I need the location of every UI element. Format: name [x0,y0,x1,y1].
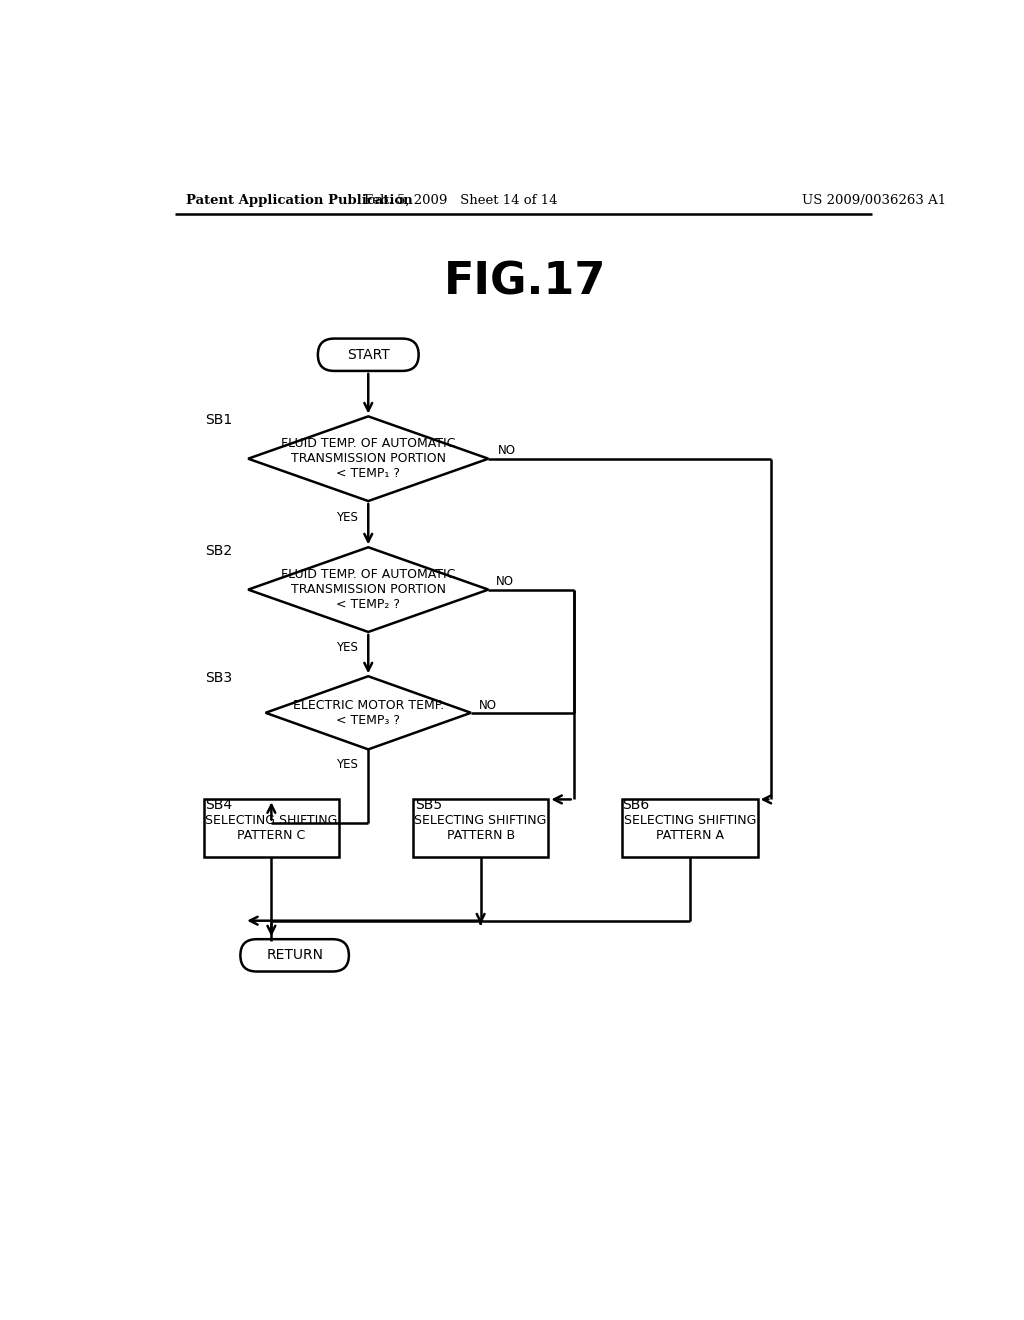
Text: RETURN: RETURN [266,948,324,962]
Text: SB2: SB2 [206,544,232,558]
Text: SB6: SB6 [623,799,649,812]
Text: FLUID TEMP. OF AUTOMATIC
TRANSMISSION PORTION
< TEMP₁ ?: FLUID TEMP. OF AUTOMATIC TRANSMISSION PO… [281,437,456,480]
Polygon shape [248,416,488,502]
Text: START: START [347,347,389,362]
Text: YES: YES [336,511,357,524]
Text: SB5: SB5 [415,799,442,812]
Polygon shape [248,548,488,632]
FancyBboxPatch shape [241,940,349,972]
Text: SB3: SB3 [206,671,232,685]
Polygon shape [265,676,471,750]
Text: SELECTING SHIFTING
PATTERN A: SELECTING SHIFTING PATTERN A [624,814,756,842]
Text: NO: NO [478,698,497,711]
FancyBboxPatch shape [204,800,339,857]
Text: YES: YES [336,642,357,653]
Text: SB1: SB1 [206,413,232,428]
FancyBboxPatch shape [622,800,758,857]
Text: NO: NO [496,576,514,589]
FancyBboxPatch shape [317,339,419,371]
FancyBboxPatch shape [413,800,549,857]
Text: FLUID TEMP. OF AUTOMATIC
TRANSMISSION PORTION
< TEMP₂ ?: FLUID TEMP. OF AUTOMATIC TRANSMISSION PO… [281,568,456,611]
Text: FIG.17: FIG.17 [443,260,606,304]
Text: SELECTING SHIFTING
PATTERN C: SELECTING SHIFTING PATTERN C [205,814,338,842]
Text: NO: NO [498,445,516,458]
Text: SB4: SB4 [206,799,232,812]
Text: US 2009/0036263 A1: US 2009/0036263 A1 [802,194,946,207]
Text: Feb. 5, 2009   Sheet 14 of 14: Feb. 5, 2009 Sheet 14 of 14 [365,194,558,207]
Text: ELECTRIC MOTOR TEMP.
< TEMP₃ ?: ELECTRIC MOTOR TEMP. < TEMP₃ ? [293,698,443,727]
Text: YES: YES [336,758,357,771]
Text: Patent Application Publication: Patent Application Publication [186,194,413,207]
Text: SELECTING SHIFTING
PATTERN B: SELECTING SHIFTING PATTERN B [415,814,547,842]
